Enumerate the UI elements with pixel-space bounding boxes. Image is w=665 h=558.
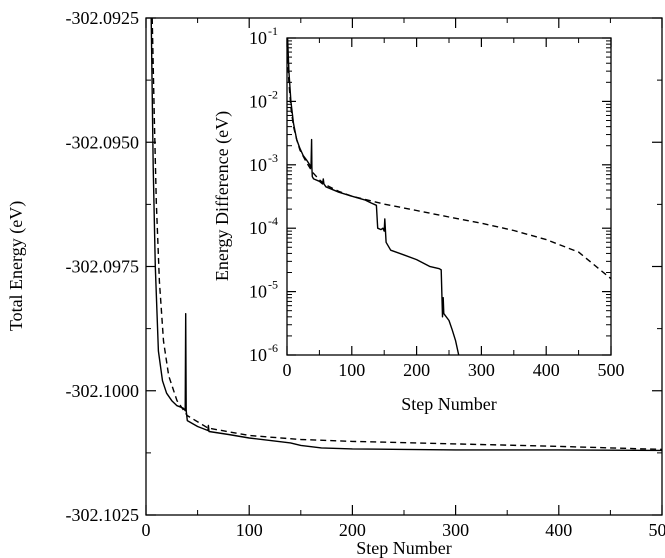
inset-x-tick-label: 400 [533,360,560,380]
inset-y-tick-label: 10 [249,91,267,111]
inset-y-tick-exponent: -1 [268,24,278,38]
main-series-solid [150,17,663,452]
main-y-axis-title: Total Energy (eV) [6,201,27,331]
inset-y-tick-exponent: -5 [268,278,278,292]
inset-x-tick-label: 500 [598,360,625,380]
inset-y-tick-label: 10 [249,155,267,175]
main-y-tick-label: -302.1025 [66,505,140,525]
inset-background [287,38,611,355]
inset-y-tick-label: 10 [249,28,267,48]
main-x-tick-label: 200 [339,520,366,540]
main-x-axis-title: Step Number [356,538,451,558]
main-x-tick-label: 300 [442,520,469,540]
main-y-tick-label: -302.0950 [66,132,140,152]
inset-y-tick-exponent: -2 [268,87,278,101]
inset-y-tick-exponent: -4 [268,214,278,228]
inset-series-solid [286,37,460,356]
inset-y-axis-title: Energy Difference (eV) [212,111,233,281]
main-series-group [150,17,663,452]
main-y-tick-label: -302.0925 [66,8,140,28]
main-x-tick-label: 100 [236,520,263,540]
main-y-tick-label: -302.0975 [66,257,140,277]
inset-y-tick-exponent: -6 [268,341,278,355]
inset-y-tick-label: 10 [249,218,267,238]
main-axis-ticks: 0100200300400500-302.0925-302.0950-302.0… [66,8,665,540]
main-series-dashed [151,17,663,451]
main-x-tick-label: 500 [649,520,665,540]
inset-y-tick-label: 10 [249,282,267,302]
inset-x-axis-title: Step Number [401,394,496,414]
main-y-tick-label: -302.1000 [66,381,140,401]
inset-series-group [286,37,612,356]
inset-x-tick-label: 100 [338,360,365,380]
main-x-tick-label: 400 [545,520,572,540]
inset-series-dashed [286,57,612,280]
inset-y-tick-label: 10 [249,345,267,365]
main-x-tick-label: 0 [142,520,151,540]
inset-x-tick-label: 300 [468,360,495,380]
inset-x-tick-label: 0 [283,360,292,380]
inset-x-tick-label: 200 [403,360,430,380]
inset-y-tick-exponent: -3 [268,151,278,165]
